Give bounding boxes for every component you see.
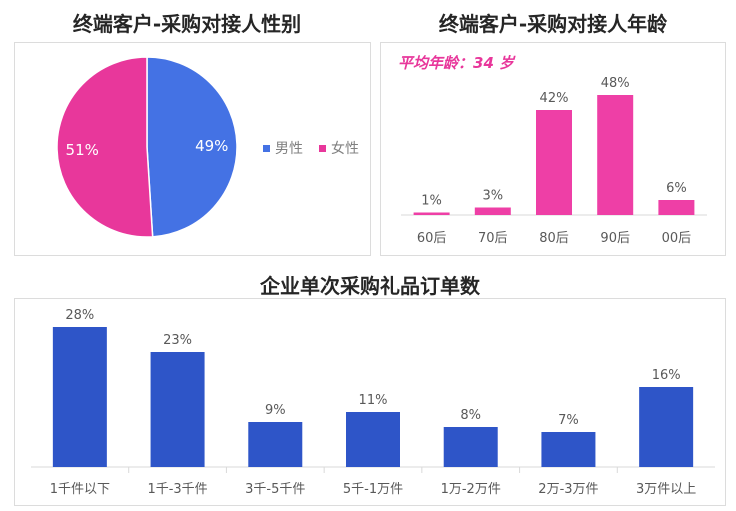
legend-swatch: [263, 145, 270, 152]
order-chart-panel: 28% 1千件以下 23% 1千-3千件 9% 3千-5千件 11% 5千-1万件 8% 1万-2…: [14, 298, 726, 506]
order-category-label: 1万-2万件: [441, 482, 501, 497]
age-data-label: 6%: [666, 181, 687, 196]
average-age-label: 平均年龄：34 岁: [398, 54, 515, 72]
legend-label: 女性: [331, 140, 359, 157]
age-bar: [536, 110, 572, 215]
legend-swatch: [319, 145, 326, 152]
legend-label: 男性: [275, 141, 303, 157]
order-category-label: 2万-3万件: [538, 482, 598, 497]
gender-chart-panel: 49% 51% 男性 女性: [14, 42, 371, 256]
age-data-label: 42%: [540, 91, 569, 106]
age-data-label: 48%: [601, 76, 630, 91]
order-category-label: 5千-1万件: [343, 482, 403, 497]
order-bar: [639, 387, 694, 467]
order-bar-chart: 28% 1千件以下 23% 1千-3千件 9% 3千-5千件 11% 5千-1万件 8% 1万-2…: [31, 308, 715, 497]
pie-slice-male: [146, 56, 238, 238]
age-category-label: 80后: [539, 231, 569, 246]
pie-data-label: 51%: [66, 141, 99, 159]
order-bar: [52, 327, 107, 467]
order-chart-title: 企业单次采购礼品订单数: [260, 274, 480, 298]
age-bar-chart: 1% 60后 3% 70后 42% 80后 48% 90后 6% 00后: [401, 76, 707, 246]
order-bar: [150, 352, 205, 467]
age-category-label: 60后: [417, 231, 447, 246]
pie-data-label: 49%: [195, 137, 228, 155]
order-category-label: 1千-3千件: [147, 482, 207, 497]
order-data-label: 16%: [652, 368, 681, 383]
order-data-label: 23%: [163, 333, 192, 348]
age-data-label: 1%: [421, 194, 442, 209]
age-bar: [413, 212, 450, 215]
age-chart-panel: 1% 60后 3% 70后 42% 80后 48% 90后 6% 00后: [380, 42, 726, 256]
order-bar: [541, 432, 596, 467]
order-data-label: 11%: [359, 393, 388, 408]
order-data-label: 28%: [65, 308, 94, 323]
order-bar: [248, 422, 303, 467]
order-bar: [443, 427, 498, 467]
order-data-label: 7%: [558, 413, 579, 428]
age-category-label: 70后: [478, 231, 508, 246]
age-category-label: 90后: [600, 231, 630, 246]
order-bar: [346, 412, 400, 467]
age-bar: [474, 207, 511, 215]
gender-chart-title: 终端客户-采购对接人性别: [72, 12, 302, 36]
age-bar: [658, 200, 695, 215]
order-category-label: 3千-5千件: [245, 482, 305, 497]
order-category-label: 1千件以下: [50, 482, 110, 497]
order-category-label: 3万件以上: [636, 482, 696, 497]
gender-pie-chart: 49% 51% 男性 女性: [56, 56, 359, 238]
order-data-label: 8%: [460, 408, 481, 423]
age-chart-title: 终端客户-采购对接人年龄: [438, 12, 668, 36]
age-data-label: 3%: [482, 189, 503, 204]
order-data-label: 9%: [265, 403, 286, 418]
age-bar: [597, 95, 634, 215]
age-category-label: 00后: [662, 231, 692, 246]
pie-slice-female: [56, 56, 154, 238]
